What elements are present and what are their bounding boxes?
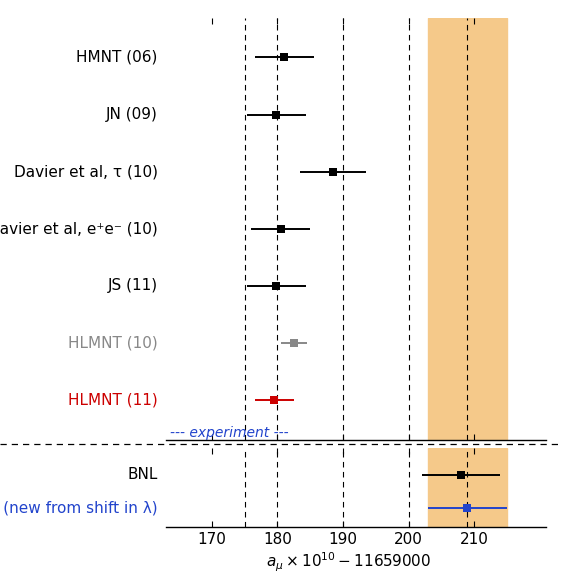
- Bar: [428, 448, 507, 527]
- Text: BNL (new from shift in λ): BNL (new from shift in λ): [0, 500, 158, 515]
- Text: HLMNT (10): HLMNT (10): [68, 335, 158, 350]
- Text: HMNT (06): HMNT (06): [77, 50, 158, 65]
- Text: Davier et al, e⁺e⁻ (10): Davier et al, e⁺e⁻ (10): [0, 221, 158, 236]
- Text: JS (11): JS (11): [108, 278, 158, 293]
- Bar: [428, 18, 507, 439]
- Text: $a_{\mu} \times 10^{10} - 11659000$: $a_{\mu} \times 10^{10} - 11659000$: [266, 551, 432, 574]
- Text: JN (09): JN (09): [106, 107, 158, 122]
- Text: --- experiment ---: --- experiment ---: [170, 425, 288, 440]
- Text: HLMNT (11): HLMNT (11): [68, 392, 158, 407]
- Text: BNL: BNL: [127, 467, 158, 482]
- Text: Davier et al, τ (10): Davier et al, τ (10): [14, 164, 158, 179]
